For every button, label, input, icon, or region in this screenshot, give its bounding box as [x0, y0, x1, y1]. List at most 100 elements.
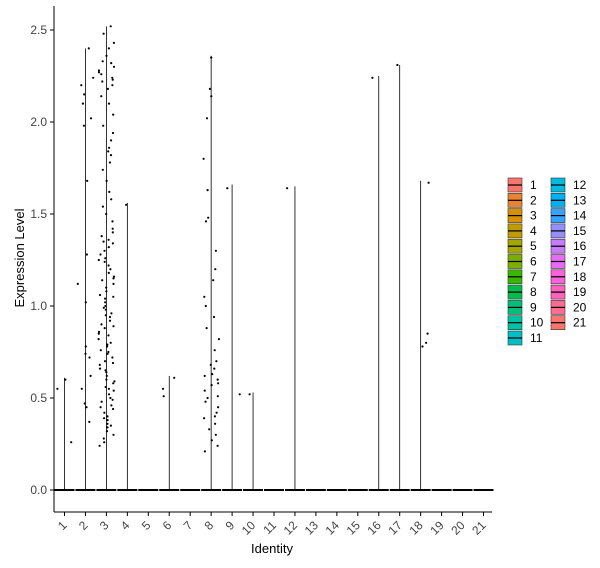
point-3	[102, 306, 105, 309]
point-3	[110, 198, 113, 201]
legend-item-7: 7	[507, 269, 537, 285]
point-3	[107, 246, 110, 249]
point-3	[105, 179, 108, 182]
point-3	[104, 308, 107, 311]
point-4	[125, 203, 128, 206]
point-3	[104, 257, 107, 260]
point-3	[102, 240, 105, 243]
point-3	[107, 271, 110, 274]
point-3	[105, 374, 108, 377]
legend-label-11: 11	[530, 331, 543, 345]
x-tick-label: 19	[427, 518, 447, 538]
point-3	[104, 301, 107, 304]
point-3	[106, 426, 109, 429]
point-8	[214, 422, 217, 425]
point-1	[70, 441, 73, 444]
point-3	[101, 168, 104, 171]
legend-label-5: 5	[530, 239, 537, 253]
point-3	[99, 253, 102, 256]
legend-item-4: 4	[507, 223, 537, 239]
point-3	[106, 345, 109, 348]
point-3	[98, 293, 102, 297]
point-3	[110, 312, 113, 315]
point-2	[84, 301, 87, 304]
x-tick-label: 1	[55, 518, 70, 533]
point-6	[173, 376, 176, 379]
point-3	[112, 407, 115, 411]
legend-item-20: 20	[550, 300, 587, 315]
legend-item-19: 19	[550, 284, 587, 300]
point-2	[87, 47, 90, 50]
point-3	[110, 139, 113, 142]
point-3	[109, 25, 112, 28]
x-tick-label: 13	[302, 518, 322, 538]
point-2	[92, 76, 95, 79]
point-8	[216, 444, 219, 447]
point-3	[103, 441, 106, 444]
point-3	[100, 235, 103, 238]
x-tick-label: 2	[76, 518, 91, 533]
point-1	[64, 378, 67, 381]
point-3	[108, 319, 112, 322]
point-3	[106, 352, 109, 355]
legend-item-9: 9	[507, 300, 537, 315]
legend-item-21: 21	[550, 315, 587, 331]
point-3	[108, 161, 111, 164]
point-3	[102, 32, 105, 35]
point-3	[106, 419, 109, 422]
point-3	[105, 286, 108, 289]
point-3	[98, 444, 101, 447]
point-1	[56, 387, 59, 390]
point-8	[204, 304, 207, 308]
point-10	[248, 393, 251, 396]
point-8	[205, 327, 208, 330]
point-8	[203, 417, 206, 420]
legend-label-19: 19	[573, 285, 587, 299]
point-3	[97, 69, 100, 72]
x-tick-label: 21	[469, 518, 489, 538]
point-3	[103, 249, 106, 252]
point-3	[111, 78, 114, 81]
legend-item-11: 11	[507, 330, 543, 346]
y-tick-label: 0.0	[30, 483, 47, 497]
point-3	[111, 356, 114, 359]
point-3	[101, 60, 104, 63]
point-3	[112, 295, 115, 298]
point-2	[85, 406, 88, 409]
point-8	[210, 439, 213, 442]
point-3	[107, 334, 110, 337]
legend-item-2: 2	[507, 193, 537, 208]
point-3	[99, 349, 102, 352]
point-6	[162, 395, 165, 398]
point-3	[101, 80, 104, 83]
point-3	[111, 220, 114, 223]
point-8	[214, 268, 217, 271]
point-3	[102, 124, 105, 127]
x-tick-label: 7	[181, 518, 196, 533]
point-2	[80, 84, 83, 87]
point-3	[107, 264, 110, 267]
legend-item-12: 12	[550, 177, 587, 193]
point-8	[217, 382, 220, 385]
legend-label-6: 6	[530, 255, 537, 269]
point-8	[212, 279, 215, 282]
point-3	[107, 387, 110, 390]
point-2	[85, 253, 88, 256]
point-2	[84, 352, 87, 355]
point-8	[216, 378, 219, 381]
y-tick-label: 1.5	[30, 207, 47, 221]
y-tick-label: 2.0	[30, 115, 47, 129]
legend-label-7: 7	[530, 270, 537, 284]
point-8	[214, 433, 217, 436]
point-3	[97, 332, 100, 335]
point-3	[112, 275, 116, 278]
x-tick-label: 10	[239, 518, 259, 538]
legend-item-6: 6	[507, 254, 537, 269]
point-3	[100, 73, 103, 76]
point-8	[210, 56, 213, 59]
x-tick-label: 17	[385, 518, 405, 538]
y-axis-ticks: 0.0 0.5 1.0 1.5 2.0 2.5	[30, 23, 54, 497]
point-8	[215, 360, 218, 363]
violin-layer	[64, 26, 422, 490]
